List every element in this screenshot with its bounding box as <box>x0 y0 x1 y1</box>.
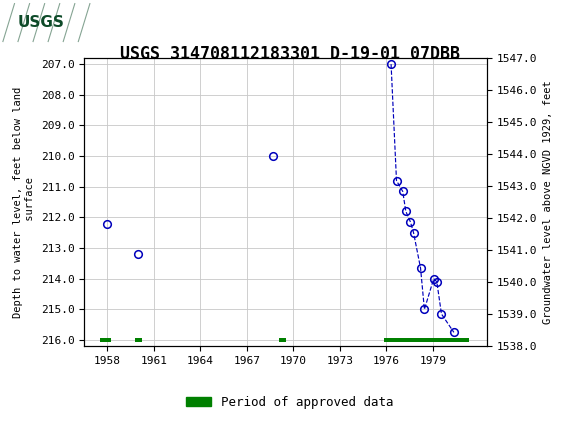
Bar <box>135 338 142 342</box>
Text: USGS 314708112183301 D-19-01 07DBB: USGS 314708112183301 D-19-01 07DBB <box>120 45 460 63</box>
Bar <box>280 338 287 342</box>
Legend: Period of approved data: Period of approved data <box>181 390 399 414</box>
Bar <box>100 338 111 342</box>
Bar <box>384 338 469 342</box>
Y-axis label: Depth to water level, feet below land
 surface: Depth to water level, feet below land su… <box>13 86 35 318</box>
Y-axis label: Groundwater level above NGVD 1929, feet: Groundwater level above NGVD 1929, feet <box>543 80 553 324</box>
FancyBboxPatch shape <box>3 3 78 42</box>
Text: USGS: USGS <box>17 15 64 30</box>
